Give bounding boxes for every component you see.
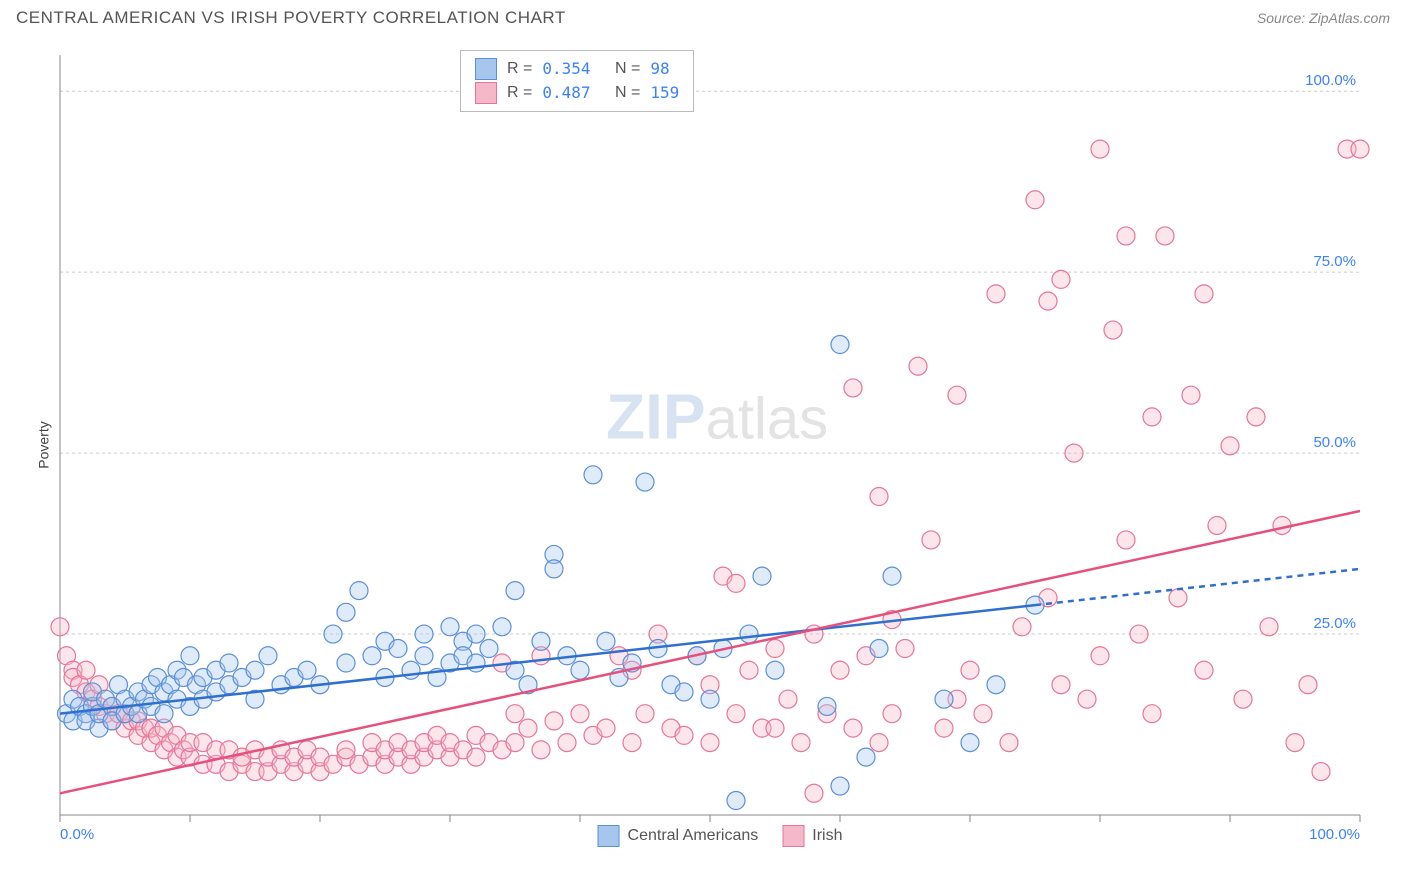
svg-text:75.0%: 75.0% bbox=[1313, 253, 1356, 270]
chart-container: Poverty 25.0%50.0%75.0%100.0%0.0%100.0%Z… bbox=[50, 45, 1390, 845]
svg-text:0.0%: 0.0% bbox=[60, 826, 94, 843]
chart-title: CENTRAL AMERICAN VS IRISH POVERTY CORREL… bbox=[16, 8, 566, 28]
y-axis-label: Poverty bbox=[36, 421, 52, 468]
svg-text:ZIPatlas: ZIPatlas bbox=[606, 381, 828, 453]
svg-text:50.0%: 50.0% bbox=[1313, 434, 1356, 451]
legend-swatch bbox=[598, 825, 620, 847]
legend-swatch bbox=[475, 58, 497, 80]
legend-swatch bbox=[475, 82, 497, 104]
legend-swatch bbox=[782, 825, 804, 847]
svg-text:100.0%: 100.0% bbox=[1305, 72, 1356, 89]
legend-row-irish: R = 0.487 N = 159 bbox=[475, 81, 679, 105]
source-label: Source: ZipAtlas.com bbox=[1257, 10, 1390, 26]
scatter-chart: 25.0% 50.0% 75.0% 100.0% 0.0% 100.0% ZIPatlas bbox=[50, 45, 1390, 845]
legend-item-irish: Irish bbox=[782, 825, 842, 847]
legend-correlation: R = 0.354 N = 98 R = 0.487 N = 159 bbox=[460, 50, 694, 112]
legend-series: Central Americans Irish bbox=[598, 825, 843, 847]
svg-text:25.0%: 25.0% bbox=[1313, 615, 1356, 632]
svg-text:100.0%: 100.0% bbox=[1309, 826, 1360, 843]
header: CENTRAL AMERICAN VS IRISH POVERTY CORREL… bbox=[0, 0, 1406, 28]
legend-item-central: Central Americans bbox=[598, 825, 759, 847]
legend-row-central: R = 0.354 N = 98 bbox=[475, 57, 679, 81]
